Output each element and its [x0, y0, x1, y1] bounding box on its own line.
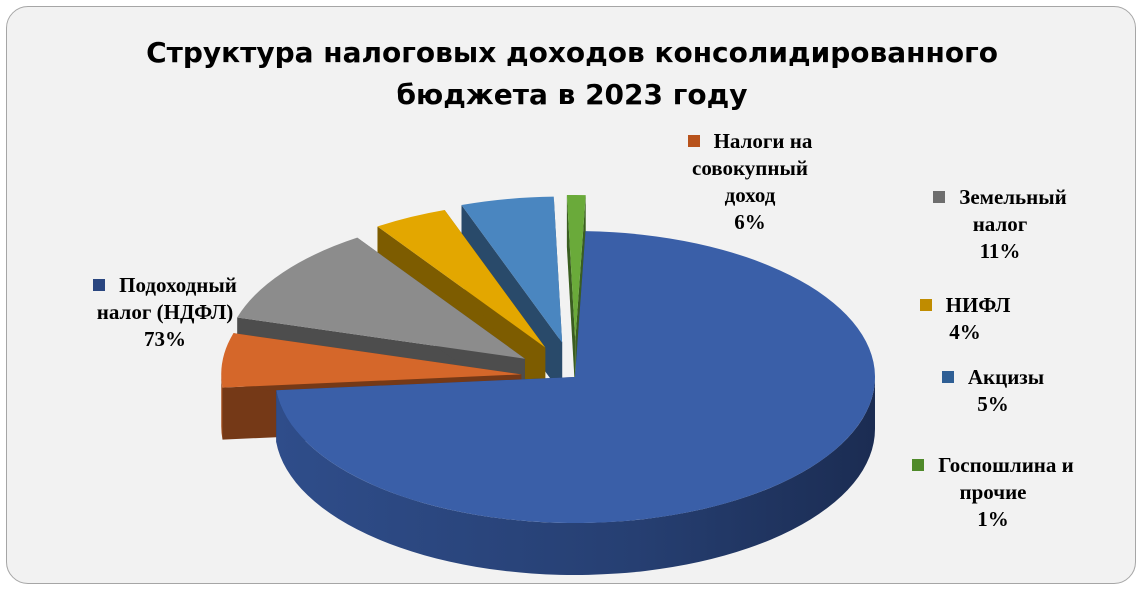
label-duty-line-1: Госпошлина и — [938, 453, 1074, 477]
label-excise: Акцизы 5% — [918, 364, 1068, 418]
label-land-line-2: налог — [972, 212, 1028, 236]
pie-slice-usn — [221, 333, 522, 388]
label-nifl-pct: 4% — [949, 320, 981, 344]
label-ndfl: Подоходный налог (НДФЛ) 73% — [60, 272, 270, 353]
label-ndfl-line-1: Подоходный — [119, 273, 237, 297]
label-duty-pct: 1% — [977, 507, 1009, 531]
legend-swatch-nifl — [919, 299, 932, 311]
pie-slice-side-usn — [221, 374, 223, 440]
pie-slice-land — [237, 237, 525, 359]
label-duty-line-2: прочие — [959, 480, 1027, 504]
label-land-line-1: Земельный — [959, 185, 1067, 209]
pie-slice-duty — [566, 195, 586, 342]
label-usn-pct: 6% — [734, 210, 766, 234]
label-usn-line-3: доход — [724, 183, 776, 207]
label-usn-line-2: совокупный — [692, 156, 808, 180]
label-usn: Налоги на совокупный доход 6% — [650, 128, 850, 236]
pie-slice-nifl — [377, 210, 546, 348]
chart-title-line-1: Структура налоговых доходов консолидиров… — [146, 36, 998, 69]
chart-title: Структура налоговых доходов консолидиров… — [0, 32, 1144, 116]
pie-slice-excise — [461, 196, 563, 343]
legend-swatch-ndfl — [93, 279, 106, 291]
label-duty: Госпошлина и прочие 1% — [858, 452, 1128, 533]
pie-slice-side-ndfl — [276, 377, 875, 575]
chart-title-line-2: бюджета в 2023 году — [396, 78, 748, 111]
label-land: Земельный налог 11% — [890, 184, 1110, 265]
label-excise-pct: 5% — [977, 392, 1009, 416]
legend-swatch-land — [933, 191, 946, 203]
pie-slice-wall-duty — [566, 195, 576, 394]
label-ndfl-line-2: налог (НДФЛ) — [96, 300, 234, 324]
label-nifl: НИФЛ 4% — [900, 292, 1030, 346]
label-excise-line-1: Акцизы — [967, 365, 1045, 389]
legend-swatch-excise — [941, 371, 954, 383]
label-nifl-line-1: НИФЛ — [945, 293, 1011, 317]
legend-swatch-duty — [912, 459, 925, 471]
pie-slice-ndfl — [276, 231, 876, 524]
label-usn-line-1: Налоги на — [713, 129, 813, 153]
label-land-pct: 11% — [979, 239, 1021, 263]
legend-swatch-usn — [687, 135, 700, 147]
label-ndfl-pct: 73% — [144, 327, 186, 351]
